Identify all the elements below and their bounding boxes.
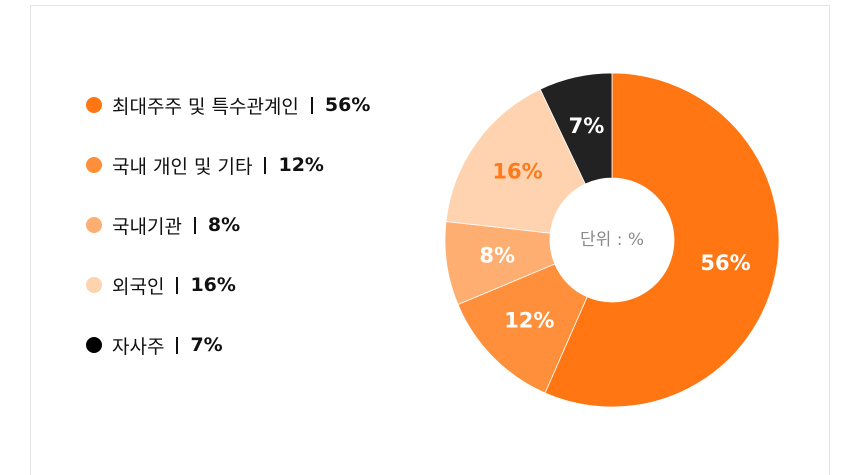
legend-item: 외국인 16%: [86, 255, 370, 315]
legend-separator: [264, 156, 267, 174]
legend-value: 16%: [190, 274, 236, 296]
slice: [445, 88, 586, 234]
legend-value: 7%: [190, 334, 223, 356]
legend-swatch: [86, 97, 102, 113]
legend-label: 최대주주 및 특수관계인: [112, 95, 299, 118]
slice: [539, 72, 613, 185]
legend-swatch: [86, 277, 102, 293]
slice-label: 7%: [569, 114, 605, 138]
slice-label: 56%: [700, 251, 750, 275]
slice-label: 12%: [504, 308, 554, 332]
legend-swatch: [86, 337, 102, 353]
legend-separator: [193, 216, 196, 234]
legend-label: 국내 개인 및 기타: [112, 155, 253, 178]
legend-item: 국내 개인 및 기타 12%: [86, 135, 370, 195]
legend-swatch: [86, 157, 102, 173]
center-label: 단위 : %: [580, 230, 644, 250]
slice: [544, 72, 780, 408]
legend-item: 자사주 7%: [86, 315, 370, 375]
legend-value: 8%: [207, 214, 241, 236]
legend-swatch: [86, 217, 102, 233]
legend-item: 국내기관 8%: [86, 195, 370, 255]
legend-separator: [310, 96, 313, 114]
legend-separator: [176, 276, 179, 294]
legend-value: 56%: [324, 94, 371, 116]
legend-item: 최대주주 및 특수관계인 56%: [86, 75, 370, 135]
legend-label: 국내기관: [112, 215, 182, 238]
legend-label: 자사주: [112, 335, 165, 358]
legend: 최대주주 및 특수관계인 56% 국내 개인 및 기타 12% 국내기관 8% 외국인 16%…: [86, 94, 370, 405]
legend-separator: [176, 336, 179, 354]
slice-label: 16%: [492, 160, 542, 184]
card: [30, 5, 830, 475]
legend-label: 외국인: [112, 275, 165, 298]
slice-label: 8%: [479, 244, 515, 268]
legend-value: 12%: [278, 154, 324, 176]
